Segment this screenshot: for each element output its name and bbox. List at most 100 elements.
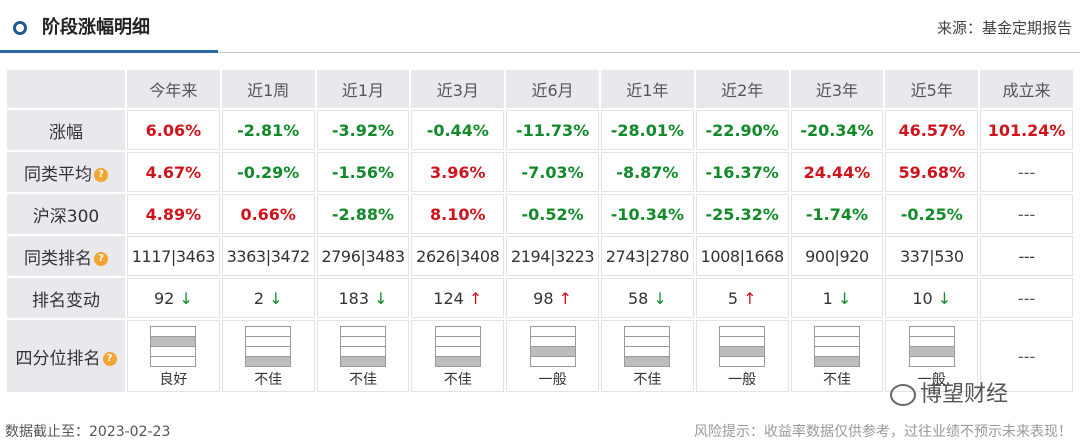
- section-title: 阶段涨幅明细: [42, 17, 150, 38]
- arrow-down-icon: ↓: [269, 288, 283, 308]
- rank-cell: 1008|1668: [695, 236, 789, 276]
- change-cell: 2 ↓: [221, 278, 315, 318]
- value-cell: -0.44%: [411, 110, 505, 150]
- wechat-icon: [890, 384, 916, 406]
- value-cell: -16.37%: [695, 152, 789, 192]
- quartile-label: 不佳: [443, 371, 472, 388]
- change-cell: 1 ↓: [790, 278, 884, 318]
- quartile-cell: 一般: [885, 320, 979, 392]
- value-cell: -0.29%: [221, 152, 315, 192]
- value-cell: -20.34%: [790, 110, 884, 150]
- quartile-label: 一般: [728, 371, 757, 388]
- quartile-cell: 不佳: [600, 320, 694, 392]
- header-row: 今年来 近1周 近1月 近3月 近6月 近1年 近2年 近3年 近5年 成立来: [7, 70, 1073, 108]
- row-quartile: 四分位排名? 良好 不佳 不佳 不佳 一般 不佳 一般 不佳 一般 ---: [7, 320, 1073, 392]
- value-cell: 4.89%: [127, 194, 220, 234]
- value-cell: -0.52%: [506, 194, 599, 234]
- quartile-cell: 不佳: [790, 320, 884, 392]
- help-icon[interactable]: ?: [94, 251, 108, 266]
- arrow-down-icon: ↓: [837, 288, 852, 308]
- quartile-label: 一般: [917, 371, 946, 388]
- row-peer: 同类平均? 4.67% -0.29% -1.56% 3.96% -7.03% -8.87% -…: [7, 152, 1073, 192]
- value-cell: -2.81%: [221, 110, 315, 150]
- change-cell: 124 ↑: [411, 278, 505, 318]
- value-cell: 4.67%: [127, 152, 220, 192]
- rank-cell: 2626|3408: [411, 236, 505, 276]
- rank-cell: 2743|2780: [600, 236, 694, 276]
- row-label-quartile: 四分位排名?: [7, 320, 125, 392]
- row-label-change: 排名变动: [7, 278, 125, 318]
- value-cell: 0.66%: [221, 194, 315, 234]
- period-header: 成立来: [980, 70, 1073, 108]
- quartile-cell: 不佳: [316, 320, 410, 392]
- help-icon[interactable]: ?: [102, 351, 117, 366]
- rank-cell: 2796|3483: [316, 236, 410, 276]
- period-header: 近1月: [316, 70, 410, 108]
- help-icon[interactable]: ?: [94, 167, 108, 182]
- quartile-cell: ---: [980, 320, 1073, 392]
- quartile-chart: [908, 325, 955, 367]
- rank-cell: 2194|3223: [506, 236, 599, 276]
- value-cell: -28.01%: [600, 110, 694, 150]
- value-cell: ---: [980, 152, 1073, 192]
- value-cell: 24.44%: [790, 152, 884, 192]
- rank-cell: 1117|3463: [127, 236, 220, 276]
- quartile-cell: 一般: [695, 320, 789, 392]
- change-cell: 98 ↑: [506, 278, 599, 318]
- risk-notice: 风险提示：收益率数据仅供参考，过往业绩不预示未来表现！: [694, 424, 1072, 440]
- header-divider: [218, 52, 1080, 53]
- period-header: 今年来: [127, 70, 220, 108]
- circle-bullet-icon: [13, 21, 27, 35]
- period-header: 近1周: [221, 70, 315, 108]
- quartile-chart: [245, 325, 292, 367]
- row-label-gain: 涨幅: [7, 110, 125, 150]
- data-date: 数据截止至：2023-02-23: [5, 424, 171, 440]
- value-cell: -25.32%: [695, 194, 789, 234]
- value-cell: 101.24%: [980, 110, 1073, 150]
- quartile-chart: [434, 325, 481, 367]
- quartile-label: 不佳: [822, 371, 851, 388]
- quartile-cell: 不佳: [411, 320, 505, 392]
- quartile-chart: [529, 325, 576, 367]
- arrow-up-icon: ↑: [558, 288, 573, 308]
- rank-cell: 3363|3472: [221, 236, 315, 276]
- period-header: 近3年: [790, 70, 884, 108]
- row-label-rank: 同类排名?: [7, 236, 125, 276]
- value-cell: -7.03%: [506, 152, 599, 192]
- quartile-chart: [624, 325, 671, 367]
- quartile-chart: [719, 325, 766, 367]
- quartile-label: 不佳: [254, 371, 283, 388]
- value-cell: 3.96%: [411, 152, 505, 192]
- title-underline: [0, 50, 218, 53]
- quartile-label: 不佳: [348, 371, 377, 388]
- section-header: 阶段涨幅明细 来源：基金定期报告: [0, 0, 1080, 56]
- quartile-cell: 不佳: [221, 320, 315, 392]
- rank-cell: 337|530: [885, 236, 979, 276]
- rank-cell: ---: [980, 236, 1073, 276]
- value-cell: 6.06%: [127, 110, 220, 150]
- change-cell: 183 ↓: [316, 278, 410, 318]
- corner-cell: [7, 70, 125, 108]
- arrow-down-icon: ↓: [653, 288, 667, 308]
- arrow-up-icon: ↑: [468, 288, 483, 308]
- row-change: 排名变动 92 ↓ 2 ↓ 183 ↓ 124 ↑ 98 ↑ 58 ↓ 5 ↑ 1 ↓ 10 ↓ -…: [7, 278, 1073, 318]
- quartile-cell: 一般: [506, 320, 599, 392]
- quartile-label: 良好: [159, 371, 188, 388]
- value-cell: -22.90%: [695, 110, 789, 150]
- change-cell: 10 ↓: [885, 278, 979, 318]
- quartile-chart: [150, 325, 197, 367]
- value-cell: -8.87%: [600, 152, 694, 192]
- period-header: 近2年: [695, 70, 789, 108]
- value-cell: -2.88%: [316, 194, 410, 234]
- arrow-down-icon: ↓: [374, 288, 388, 308]
- watermark: 博望财经: [890, 376, 1008, 408]
- quartile-label: 一般: [538, 371, 567, 388]
- row-label-peer: 同类平均?: [7, 152, 125, 192]
- row-rank: 同类排名? 1117|3463 3363|3472 2796|3483 2626|340…: [7, 236, 1073, 276]
- rank-cell: 900|920: [790, 236, 884, 276]
- value-cell: -3.92%: [316, 110, 410, 150]
- change-cell: 92 ↓: [127, 278, 220, 318]
- value-cell: -0.25%: [885, 194, 979, 234]
- value-cell: -1.74%: [790, 194, 884, 234]
- quartile-label: 不佳: [633, 371, 662, 388]
